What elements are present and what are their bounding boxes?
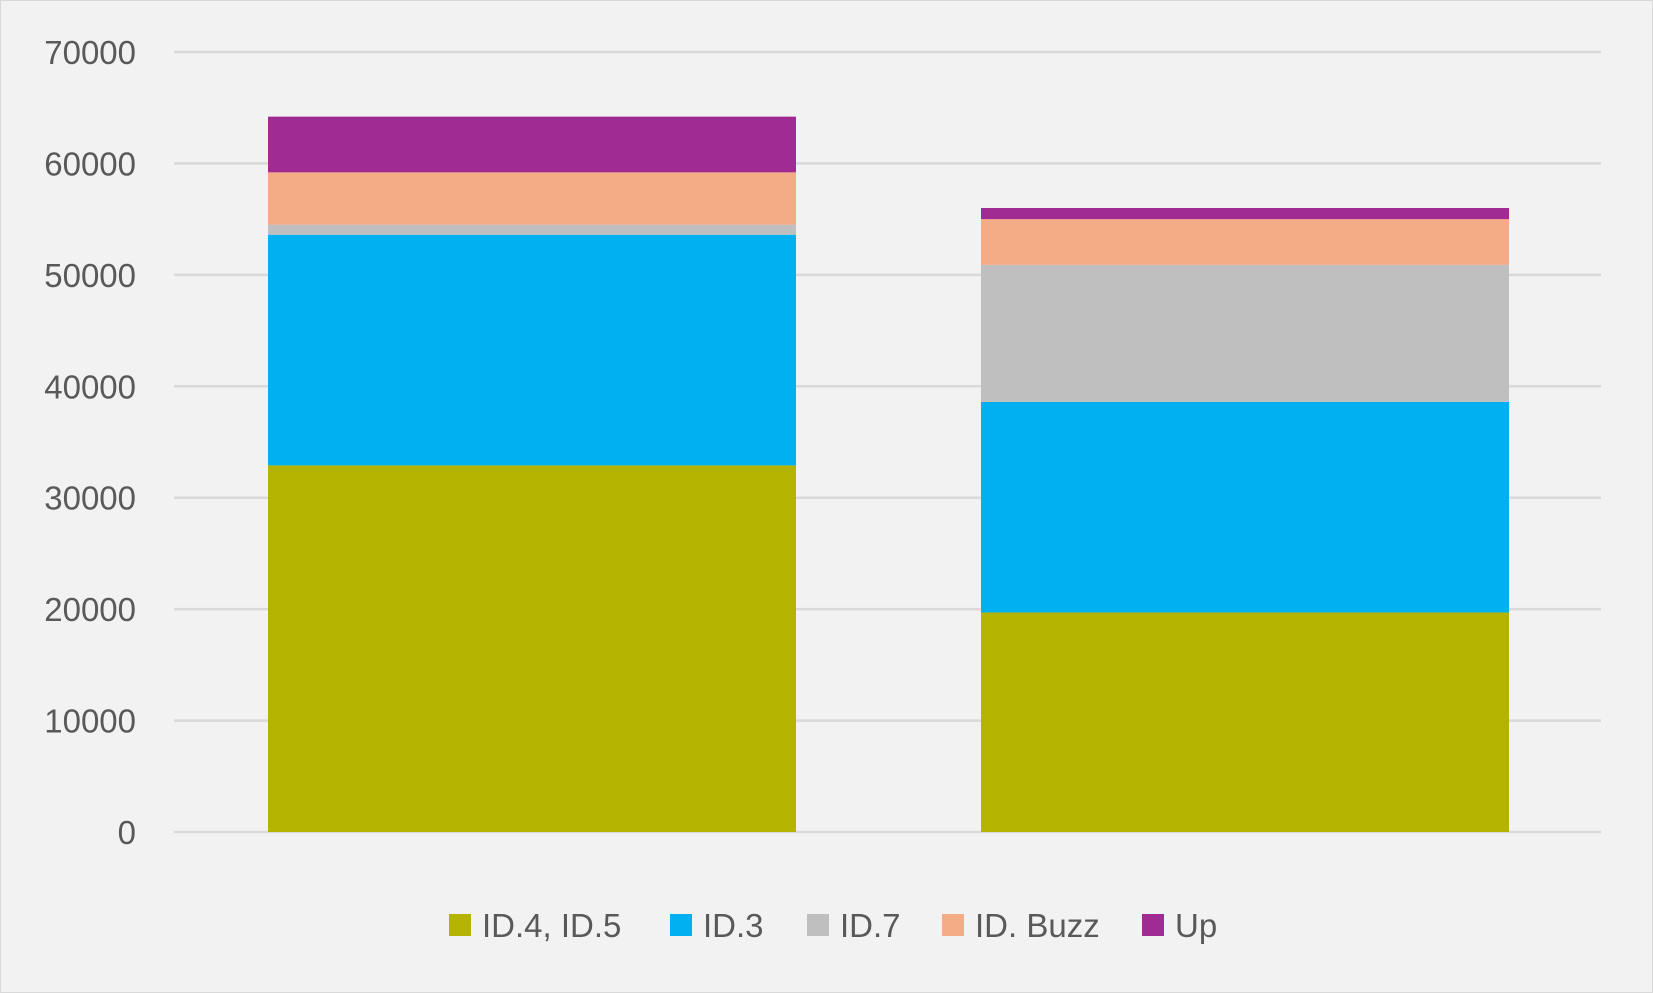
bar-segment <box>268 224 796 235</box>
legend-label: ID. Buzz <box>975 907 1100 944</box>
legend-label: ID.4, ID.5 <box>482 907 621 944</box>
legend-label: ID.7 <box>840 907 901 944</box>
legend-swatch <box>807 914 829 936</box>
y-tick-label: 50000 <box>44 257 136 294</box>
legend-label: ID.3 <box>703 907 764 944</box>
y-axis-tick-labels: 0 10000 20000 30000 40000 50000 60000 70000 <box>44 34 136 851</box>
bar-segment <box>981 612 1509 832</box>
bar-segment <box>981 208 1509 220</box>
bar-segment <box>268 116 796 173</box>
bar-segment <box>268 465 796 832</box>
y-tick-label: 20000 <box>44 591 136 628</box>
bar-segment <box>981 401 1509 613</box>
y-tick-label: 0 <box>118 814 136 851</box>
bars <box>268 116 1509 832</box>
y-tick-label: 30000 <box>44 480 136 517</box>
legend-swatch <box>449 914 471 936</box>
bar-segment <box>981 219 1509 265</box>
legend-swatch <box>670 914 692 936</box>
legend-swatch <box>942 914 964 936</box>
y-tick-label: 10000 <box>44 703 136 740</box>
bar-segment <box>268 172 796 225</box>
bar-segment <box>981 264 1509 402</box>
legend-swatch <box>1142 914 1164 936</box>
y-tick-label: 60000 <box>44 145 136 182</box>
y-tick-label: 70000 <box>44 34 136 71</box>
legend: ID.4, ID.5 ID.3 ID.7 ID. Buzz Up <box>449 907 1217 944</box>
y-tick-label: 40000 <box>44 368 136 405</box>
bar-segment <box>268 234 796 466</box>
legend-label: Up <box>1175 907 1217 944</box>
